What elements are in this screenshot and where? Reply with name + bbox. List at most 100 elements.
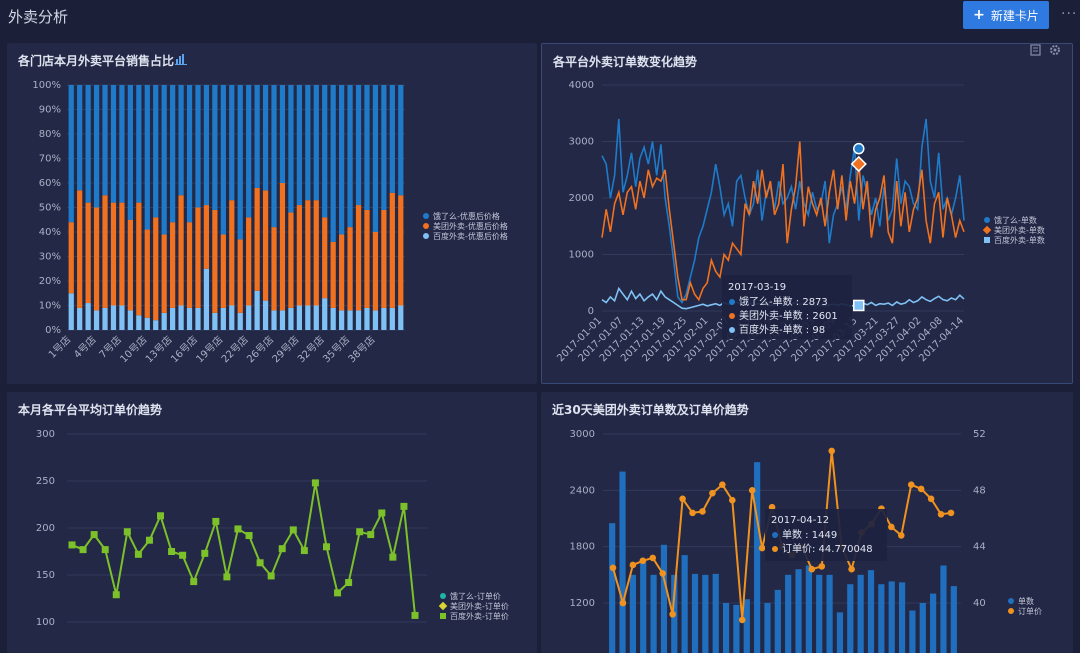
data-point [818,563,826,570]
bar-segment [93,85,100,208]
bar-segment [127,85,133,220]
bar-segment [339,85,345,235]
bar-segment [305,305,311,330]
page-title: 外卖分析 [8,8,69,26]
bar [816,574,823,653]
card-store-platform-share: 各门店本月外卖平台销售占比 0% 10% 20% 30% 40% 50% 60% 70% 80%… [7,43,537,384]
data-point [848,565,855,573]
y-tick-label: 3000 [570,429,595,440]
legend-label: 饿了么-订单价 [450,591,501,601]
data-point [157,512,165,520]
data-point [709,489,716,497]
bar-segment [186,222,193,308]
data-point [828,447,836,455]
series-line [71,482,416,616]
bar-segment [330,85,336,242]
bar-segment [262,190,269,301]
y2-tick-label: 40 [973,598,986,609]
data-point [245,532,253,540]
bar-segment [203,85,210,206]
series-line [601,141,965,302]
bar-chart-icon[interactable] [175,53,187,65]
multi-line-chart: 010002000300040002017-01-012017-01-07201… [555,80,1045,364]
bar-segment [322,217,328,299]
bar [733,604,740,653]
bar-segment [372,232,379,311]
bar-segment [127,310,133,330]
bar [774,589,781,653]
bar-segment [170,222,176,308]
x-tick-label: 22号店 [218,333,250,365]
y-tick-label: 300 [36,429,55,440]
data-point [748,487,756,494]
data-point [234,525,242,533]
bar-segment [119,202,125,306]
bar-segment [305,200,311,306]
settings-icon[interactable] [1049,44,1061,56]
data-point [639,557,647,565]
bar [743,599,750,653]
x-tick-label: 35号店 [320,333,352,365]
bar-segment [347,85,353,228]
more-options-icon[interactable]: ··· [1061,6,1078,22]
data-point [699,508,706,515]
bar-segment [212,85,218,210]
bar-segment [170,85,176,223]
data-point [669,610,676,618]
data-point [68,541,76,549]
bar-segment [271,227,277,311]
y2-tick-label: 48 [973,485,986,496]
bar [805,565,812,653]
legend-label: 订单价 [1018,606,1042,616]
legend-label: 美团外卖-单数 [994,225,1045,235]
bar-segment [102,85,108,196]
bar-segment [279,310,286,330]
y-tick-label: 150 [36,570,55,581]
bar [950,586,957,653]
bar-segment [203,205,210,269]
bar-segment [330,241,336,308]
data-point [659,570,667,577]
card-title: 近30天美团外卖订单数及订单价趋势 [552,403,749,417]
x-tick-label: 16号店 [168,333,200,365]
data-point [649,554,657,562]
data-point [728,496,736,504]
bar-segment [229,200,235,306]
bar [619,471,626,653]
legend-marker [984,217,990,223]
highlight-marker [850,155,867,173]
y-tick-label: 1200 [570,598,595,609]
bar-segment [398,305,404,330]
bar [888,581,895,653]
data-point [101,546,109,554]
bar-segment [237,85,243,240]
data-point [738,616,746,624]
y-tick-label: 1800 [570,542,595,553]
bar [826,574,833,653]
export-icon[interactable] [1030,44,1042,56]
new-card-label: 新建卡片 [990,8,1039,23]
new-card-button[interactable]: + 新建卡片 [963,1,1049,29]
bar-segment [170,307,176,330]
bar-segment [153,217,159,321]
bar-segment [355,205,362,311]
card-title: 各平台外卖订单数变化趋势 [553,55,698,69]
bar-segment [127,219,133,311]
bar-segment [178,305,184,330]
bar-segment [347,310,353,330]
legend-marker [982,225,992,235]
bar-segment [161,85,167,235]
tooltip-marker [729,313,735,319]
bar [722,603,730,653]
data-point [322,543,330,551]
legend-marker [1008,608,1014,614]
tooltip-row: 百度外卖-单数 : 98 [739,323,825,336]
bar [754,462,761,653]
legend-label: 百度外卖-单数 [994,235,1045,245]
highlight-marker [853,142,865,155]
highlight-marker [853,299,865,312]
y-tick-label: 2400 [570,485,595,496]
bar [785,574,792,653]
data-point [334,589,342,597]
legend-label: 单数 [1018,596,1034,606]
